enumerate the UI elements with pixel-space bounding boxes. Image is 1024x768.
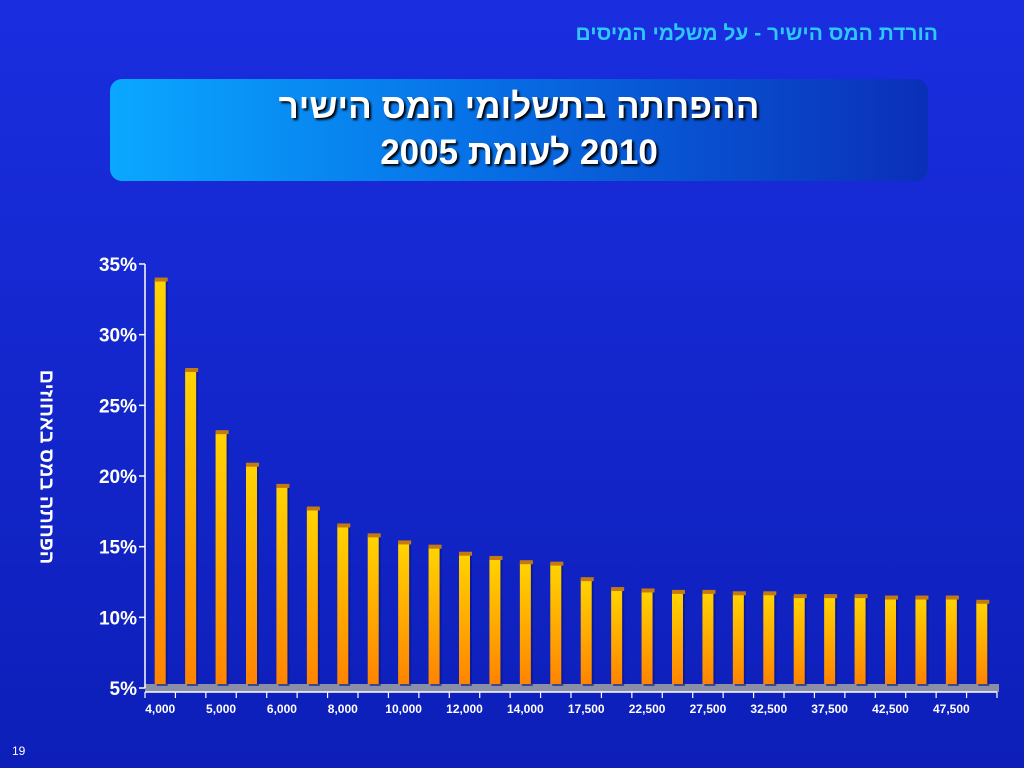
page-number: 19 <box>12 744 26 758</box>
x-tick-label: 10,000 <box>385 702 422 716</box>
bar-top <box>611 587 625 592</box>
y-tick-label: 20% <box>99 467 137 488</box>
bar-top <box>580 577 594 582</box>
y-tick-label: 30% <box>99 326 137 347</box>
bar-top <box>702 589 716 594</box>
slide-title: ההפחתה בתשלומי המס הישיר <box>278 87 760 126</box>
bar-top <box>519 560 533 565</box>
bar-top <box>824 594 838 599</box>
bar-top <box>154 277 168 282</box>
bar-top <box>398 540 412 545</box>
bar-top <box>246 462 259 467</box>
y-tick-label: 15% <box>99 538 137 559</box>
bar-top <box>185 368 199 372</box>
bar <box>276 485 288 684</box>
bar <box>611 589 623 684</box>
title-box: ההפחתה בתשלומי המס הישיר 2010 לעומת 2005 <box>110 79 928 181</box>
bar <box>976 601 988 684</box>
bar <box>367 535 379 684</box>
bar <box>763 593 775 684</box>
chart-floor <box>145 684 999 692</box>
x-tick-label: 4,000 <box>145 702 175 716</box>
y-tick-label: 5% <box>110 679 138 700</box>
bar <box>915 597 927 684</box>
bar <box>398 542 410 684</box>
bar <box>824 596 836 684</box>
x-tick-label: 22,500 <box>629 702 666 716</box>
bar <box>428 546 440 684</box>
bar <box>580 579 592 684</box>
bar-top <box>672 589 685 594</box>
bar-top <box>915 595 929 600</box>
bar <box>641 590 653 684</box>
bar-top <box>306 506 320 511</box>
x-tick-label: 14,000 <box>507 702 544 716</box>
bar <box>215 432 227 684</box>
bar-top <box>976 599 990 604</box>
y-tick-label: 10% <box>99 608 137 629</box>
bar <box>185 370 197 684</box>
x-tick-label: 37,500 <box>811 702 848 716</box>
x-tick-label: 5,000 <box>206 702 236 716</box>
x-tick-label: 27,500 <box>690 702 727 716</box>
bar-top <box>854 594 868 599</box>
x-tick-label: 12,000 <box>446 702 483 716</box>
bar <box>459 553 470 684</box>
bar-top <box>885 595 898 600</box>
bar-top <box>732 591 746 596</box>
bar <box>246 464 257 684</box>
slide-header: הורדת המס הישיר - על משלמי המיסים <box>575 22 938 45</box>
bar <box>945 597 957 684</box>
bar <box>854 596 866 684</box>
y-tick-label: 25% <box>99 396 137 417</box>
x-tick-label: 6,000 <box>267 702 297 716</box>
bar-top <box>215 430 229 435</box>
bar <box>885 597 896 684</box>
x-tick-label: 42,500 <box>872 702 909 716</box>
x-tick-label: 32,500 <box>750 702 787 716</box>
bar <box>550 563 562 684</box>
bar <box>154 279 166 684</box>
bar <box>732 593 744 684</box>
bar <box>672 591 683 684</box>
x-tick-label: 17,500 <box>568 702 605 716</box>
bar-top <box>763 591 777 596</box>
bar <box>519 562 531 684</box>
bar-top <box>337 523 351 528</box>
bar-top <box>550 561 564 566</box>
bar-top <box>428 544 442 549</box>
bar-top <box>793 594 807 599</box>
x-tick-label: 47,500 <box>933 702 970 716</box>
bar-top <box>945 595 959 600</box>
y-tick-label: 35% <box>99 255 137 276</box>
bar-top <box>367 533 381 538</box>
bar-top <box>641 588 655 593</box>
slide-subtitle: 2010 לעומת 2005 <box>380 133 658 172</box>
bar-top <box>489 555 503 560</box>
bar <box>489 557 501 684</box>
bar-top <box>459 551 472 556</box>
bar <box>337 525 349 684</box>
bar <box>306 508 318 684</box>
bar-top <box>276 483 290 488</box>
bar <box>793 596 805 684</box>
x-tick-label: 8,000 <box>328 702 358 716</box>
bar <box>702 591 714 684</box>
